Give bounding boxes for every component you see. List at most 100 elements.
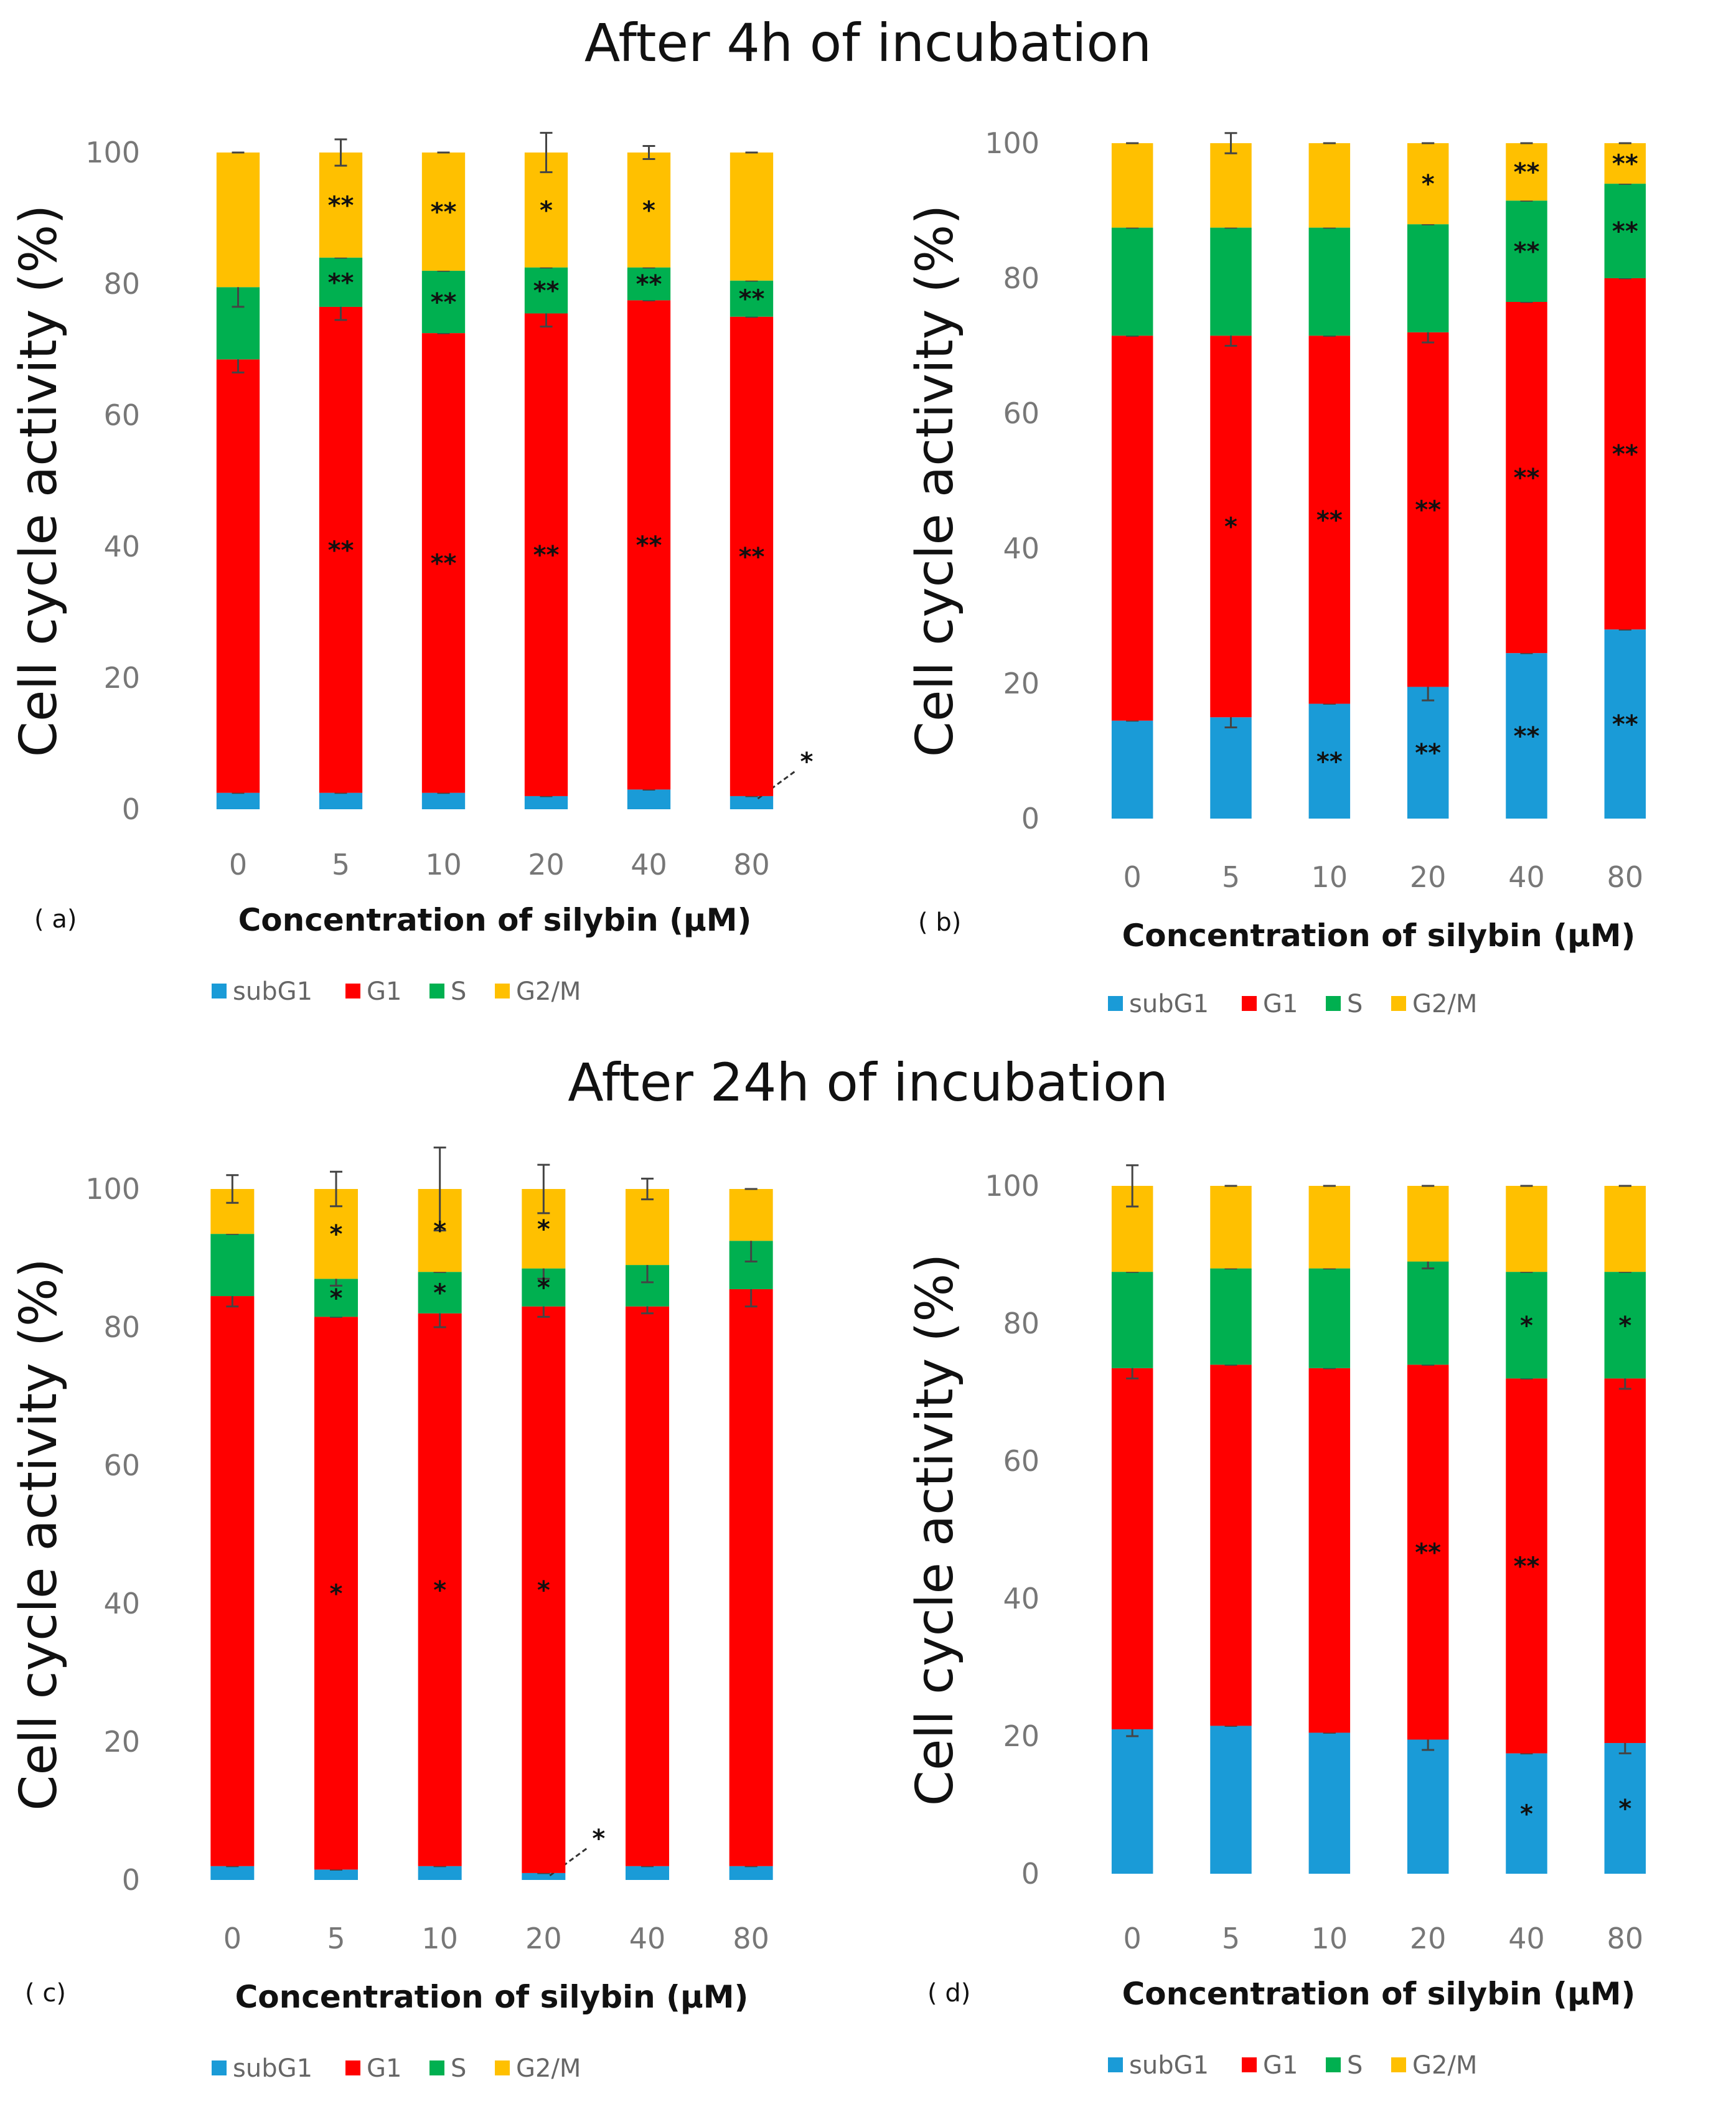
x-tick-label: 20 xyxy=(525,1922,562,1955)
chart-panel-d: 0 20 40 60 80 100 Cell cycle activity (%) 0 5 10 *… xyxy=(906,1164,1646,2080)
significance-mark: * xyxy=(1520,1312,1533,1340)
bar-segment-subG1-10 xyxy=(1308,703,1351,819)
x-axis-label: Concentration of silybin (µM) xyxy=(1122,1976,1636,2012)
bar-segment-subG1-5 xyxy=(1210,717,1252,819)
bar-segment-subG1-20 xyxy=(524,796,568,809)
bar-segment-G1-80 xyxy=(729,1289,773,1866)
x-tick-label: 80 xyxy=(1607,860,1644,894)
significance-mark: * xyxy=(330,1220,343,1249)
significance-mark: ** xyxy=(1415,1538,1441,1567)
significance-mark: ** xyxy=(1514,722,1540,751)
significance-mark: ** xyxy=(1415,739,1441,768)
bar-segment-S-10 xyxy=(421,270,466,334)
legend-label: S xyxy=(451,2054,466,2083)
section-title-4h: After 4h of incubation xyxy=(584,12,1152,73)
panel-label: ( b) xyxy=(918,908,961,937)
legend-label: G1 xyxy=(367,977,401,1006)
significance-mark: * xyxy=(1618,1312,1631,1340)
significance-mark: * xyxy=(1618,1795,1631,1823)
significance-mark: * xyxy=(1422,170,1435,199)
section-title-24h: After 24h of incubation xyxy=(568,1052,1168,1113)
significance-mark: ** xyxy=(328,191,354,220)
legend-swatch xyxy=(429,984,444,998)
y-tick-label: 60 xyxy=(1003,1444,1039,1478)
panel-label: ( d) xyxy=(927,1979,970,2008)
bar-segment-G2M-5 xyxy=(1210,143,1252,228)
bar-segment-G1-40 xyxy=(626,1306,669,1866)
legend-label: S xyxy=(1347,990,1363,1018)
x-tick-label: 0 xyxy=(229,848,247,881)
significance-mark: * xyxy=(642,196,655,225)
bar-segment-subG1-0 xyxy=(210,1866,255,1880)
legend-label: G2/M xyxy=(516,977,581,1006)
bar-segment-S-0 xyxy=(1111,227,1153,336)
bar-segment-G1-20 xyxy=(522,1306,566,1873)
bar-segment-G2M-10 xyxy=(421,153,466,271)
x-axis-label: Concentration of silybin (µM) xyxy=(1122,918,1636,954)
y-tick-label: 100 xyxy=(985,126,1039,160)
significance-mark: ** xyxy=(739,543,765,571)
bar-segment-S-20 xyxy=(1407,1261,1449,1365)
bar-segment-G1-0 xyxy=(210,1296,255,1866)
bar-segment-G1-80 xyxy=(1604,278,1646,630)
panel-label: ( a) xyxy=(34,905,77,934)
y-tick-label: 60 xyxy=(103,1449,140,1482)
x-tick-label: 10 xyxy=(1311,860,1348,894)
significance-mark: * xyxy=(592,1825,605,1853)
bar-segment-G2M-80 xyxy=(1604,1186,1646,1272)
legend-swatch xyxy=(495,2060,510,2075)
x-tick-label: 5 xyxy=(327,1922,345,1955)
bar-segment-G2M-80 xyxy=(730,153,774,281)
bar-segment-subG1-0 xyxy=(216,792,260,809)
x-tick-label: 80 xyxy=(733,1922,769,1955)
bar-segment-subG1-40 xyxy=(626,1866,669,1880)
significance-mark: * xyxy=(1520,1800,1533,1828)
x-tick-label: 80 xyxy=(1607,1922,1644,1955)
bar-segment-G1-0 xyxy=(1111,336,1153,721)
bar-segment-subG1-10 xyxy=(421,792,466,809)
significance-mark: * xyxy=(537,1215,550,1244)
significance-mark: * xyxy=(330,1284,343,1313)
significance-mark: * xyxy=(433,1279,446,1308)
bar-segment-subG1-80 xyxy=(729,1866,773,1880)
bar-segment-subG1-80 xyxy=(1604,629,1646,819)
legend-label: S xyxy=(1347,2051,1363,2080)
y-tick-label: 0 xyxy=(1021,802,1039,835)
significance-mark: ** xyxy=(1612,217,1638,246)
y-tick-label: 40 xyxy=(103,1587,140,1620)
significance-mark: ** xyxy=(533,541,560,570)
y-tick-label: 100 xyxy=(85,1172,140,1206)
bar-segment-G1-80 xyxy=(1604,1378,1646,1744)
bar-segment-G2M-10 xyxy=(1308,1186,1351,1269)
legend-swatch xyxy=(1108,996,1123,1011)
x-tick-label: 10 xyxy=(1311,1922,1348,1955)
y-tick-label: 80 xyxy=(1003,1307,1039,1340)
x-tick-label: 20 xyxy=(528,848,565,881)
bar-segment-S-40 xyxy=(627,267,671,301)
significance-mark: ** xyxy=(431,288,457,317)
bar-segment-G2M-0 xyxy=(1111,143,1153,228)
significance-mark: ** xyxy=(431,549,457,578)
bar-segment-G2M-10 xyxy=(1308,143,1351,228)
significance-mark: * xyxy=(433,1217,446,1246)
legend-label: G1 xyxy=(1263,990,1298,1018)
legend-label: G2/M xyxy=(1412,990,1477,1018)
legend-label: S xyxy=(451,977,466,1006)
y-tick-label: 20 xyxy=(1003,667,1039,700)
y-tick-label: 100 xyxy=(85,136,140,169)
bar-segment-G1-10 xyxy=(1308,336,1351,704)
legend-swatch xyxy=(1242,996,1257,1011)
legend-swatch xyxy=(345,2060,360,2075)
x-tick-label: 5 xyxy=(1222,860,1240,894)
bar-segment-subG1-40 xyxy=(627,789,671,809)
bar-segment-S-80 xyxy=(730,280,774,317)
bar-segment-S-5 xyxy=(1210,227,1252,336)
legend-label: G2/M xyxy=(1412,2051,1477,2080)
x-tick-label: 40 xyxy=(629,1922,666,1955)
y-tick-label: 100 xyxy=(985,1169,1039,1203)
significance-mark: ** xyxy=(1514,464,1540,492)
significance-mark: ** xyxy=(1514,158,1540,187)
significance-mark: ** xyxy=(1514,1553,1540,1581)
